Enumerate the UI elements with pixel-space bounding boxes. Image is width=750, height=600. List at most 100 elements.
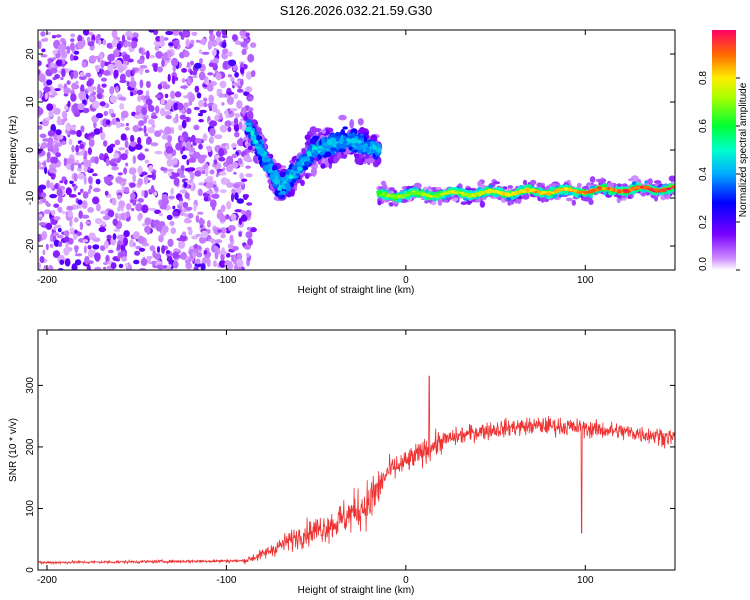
- noise-cell: [124, 126, 130, 131]
- snr-series-line: [37, 375, 676, 566]
- noise-cell: [218, 157, 226, 162]
- noise-cell: [51, 35, 57, 39]
- carrier-halo-cell: [582, 195, 591, 202]
- noise-cell: [46, 151, 51, 159]
- noise-cell: [86, 80, 93, 87]
- noise-cell: [166, 214, 173, 221]
- carrier-core-cell: [571, 188, 576, 192]
- noise-cell: [218, 147, 225, 157]
- carrier-halo-cell: [466, 200, 473, 205]
- noise-cell: [150, 115, 158, 119]
- unstable-halo-cell: [358, 126, 366, 134]
- noise-cell: [108, 61, 112, 65]
- noise-cell: [236, 100, 243, 109]
- noise-cell: [148, 30, 155, 33]
- noise-cell: [175, 113, 179, 123]
- noise-cell: [42, 138, 50, 142]
- noise-cell: [179, 174, 186, 178]
- noise-cell: [104, 176, 112, 185]
- noise-cell: [73, 217, 79, 223]
- noise-cell: [110, 162, 118, 167]
- noise-cell: [212, 63, 218, 71]
- noise-cell: [87, 132, 96, 137]
- noise-cell: [201, 37, 207, 46]
- noise-cell: [194, 170, 202, 177]
- unstable-core-cell: [323, 142, 328, 147]
- noise-cell: [131, 207, 135, 212]
- noise-cell: [55, 34, 62, 38]
- noise-cell: [183, 181, 188, 188]
- noise-cell: [181, 119, 187, 129]
- noise-cell: [41, 230, 48, 240]
- noise-cell: [100, 210, 108, 215]
- noise-cell: [38, 90, 41, 99]
- noise-cell: [155, 223, 162, 232]
- noise-cell: [102, 39, 107, 46]
- noise-cell: [186, 140, 192, 150]
- noise-cell: [148, 105, 155, 112]
- unstable-core-cell: [268, 160, 273, 164]
- carrier-band-cell: [564, 190, 569, 195]
- noise-cell: [125, 211, 131, 218]
- noise-cell: [98, 226, 107, 233]
- noise-cell: [144, 69, 150, 73]
- noise-cell: [53, 92, 58, 96]
- unstable-halo-cell: [359, 153, 364, 158]
- noise-cell: [176, 237, 184, 241]
- carrier-band-cell: [670, 187, 675, 192]
- noise-cell: [155, 35, 162, 42]
- noise-cell: [84, 150, 88, 157]
- unstable-core-cell: [329, 147, 336, 151]
- noise-cell: [153, 40, 160, 46]
- noise-cell: [87, 245, 92, 250]
- noise-cell: [61, 118, 66, 124]
- noise-cell: [196, 251, 203, 258]
- noise-cell: [82, 239, 89, 243]
- noise-cell: [73, 110, 81, 118]
- noise-cell: [135, 203, 143, 212]
- noise-cell: [59, 138, 63, 143]
- noise-cell: [120, 153, 128, 161]
- noise-cell: [59, 180, 64, 184]
- noise-cell: [196, 245, 202, 250]
- noise-cell: [164, 103, 172, 111]
- noise-cell: [132, 173, 136, 183]
- noise-cell: [158, 129, 164, 133]
- noise-cell: [160, 55, 169, 60]
- noise-cell: [228, 59, 237, 67]
- noise-cell: [65, 187, 72, 196]
- carrier-core-cell: [437, 194, 441, 198]
- noise-cell: [233, 183, 240, 189]
- noise-cell: [154, 209, 161, 214]
- noise-cell: [46, 157, 51, 163]
- noise-cell: [117, 172, 123, 176]
- carrier-core-cell: [666, 187, 672, 190]
- noise-cell: [219, 189, 227, 194]
- noise-cell: [132, 32, 138, 38]
- noise-cell: [40, 142, 48, 149]
- noise-cell: [170, 227, 176, 235]
- noise-cell: [231, 143, 237, 148]
- noise-cell: [177, 102, 184, 111]
- noise-cell: [82, 191, 89, 199]
- carrier-core-cell: [644, 185, 650, 189]
- noise-cell: [233, 117, 239, 126]
- noise-cell: [40, 54, 48, 58]
- noise-cell: [58, 241, 63, 248]
- noise-cell: [70, 42, 75, 52]
- noise-cell: [207, 72, 214, 76]
- noise-cell: [173, 177, 180, 187]
- carrier-halo-cell: [549, 183, 558, 187]
- noise-cell: [94, 266, 102, 270]
- carrier-band-cell: [636, 182, 640, 187]
- noise-cell: [214, 186, 219, 192]
- noise-cell: [43, 209, 52, 214]
- carrier-core-cell: [546, 192, 551, 196]
- carrier-band-cell: [432, 197, 437, 202]
- noise-cell: [110, 113, 116, 118]
- noise-cell: [148, 118, 155, 125]
- noise-cell: [168, 195, 175, 200]
- noise-cell: [103, 261, 109, 266]
- noise-cell: [133, 231, 140, 240]
